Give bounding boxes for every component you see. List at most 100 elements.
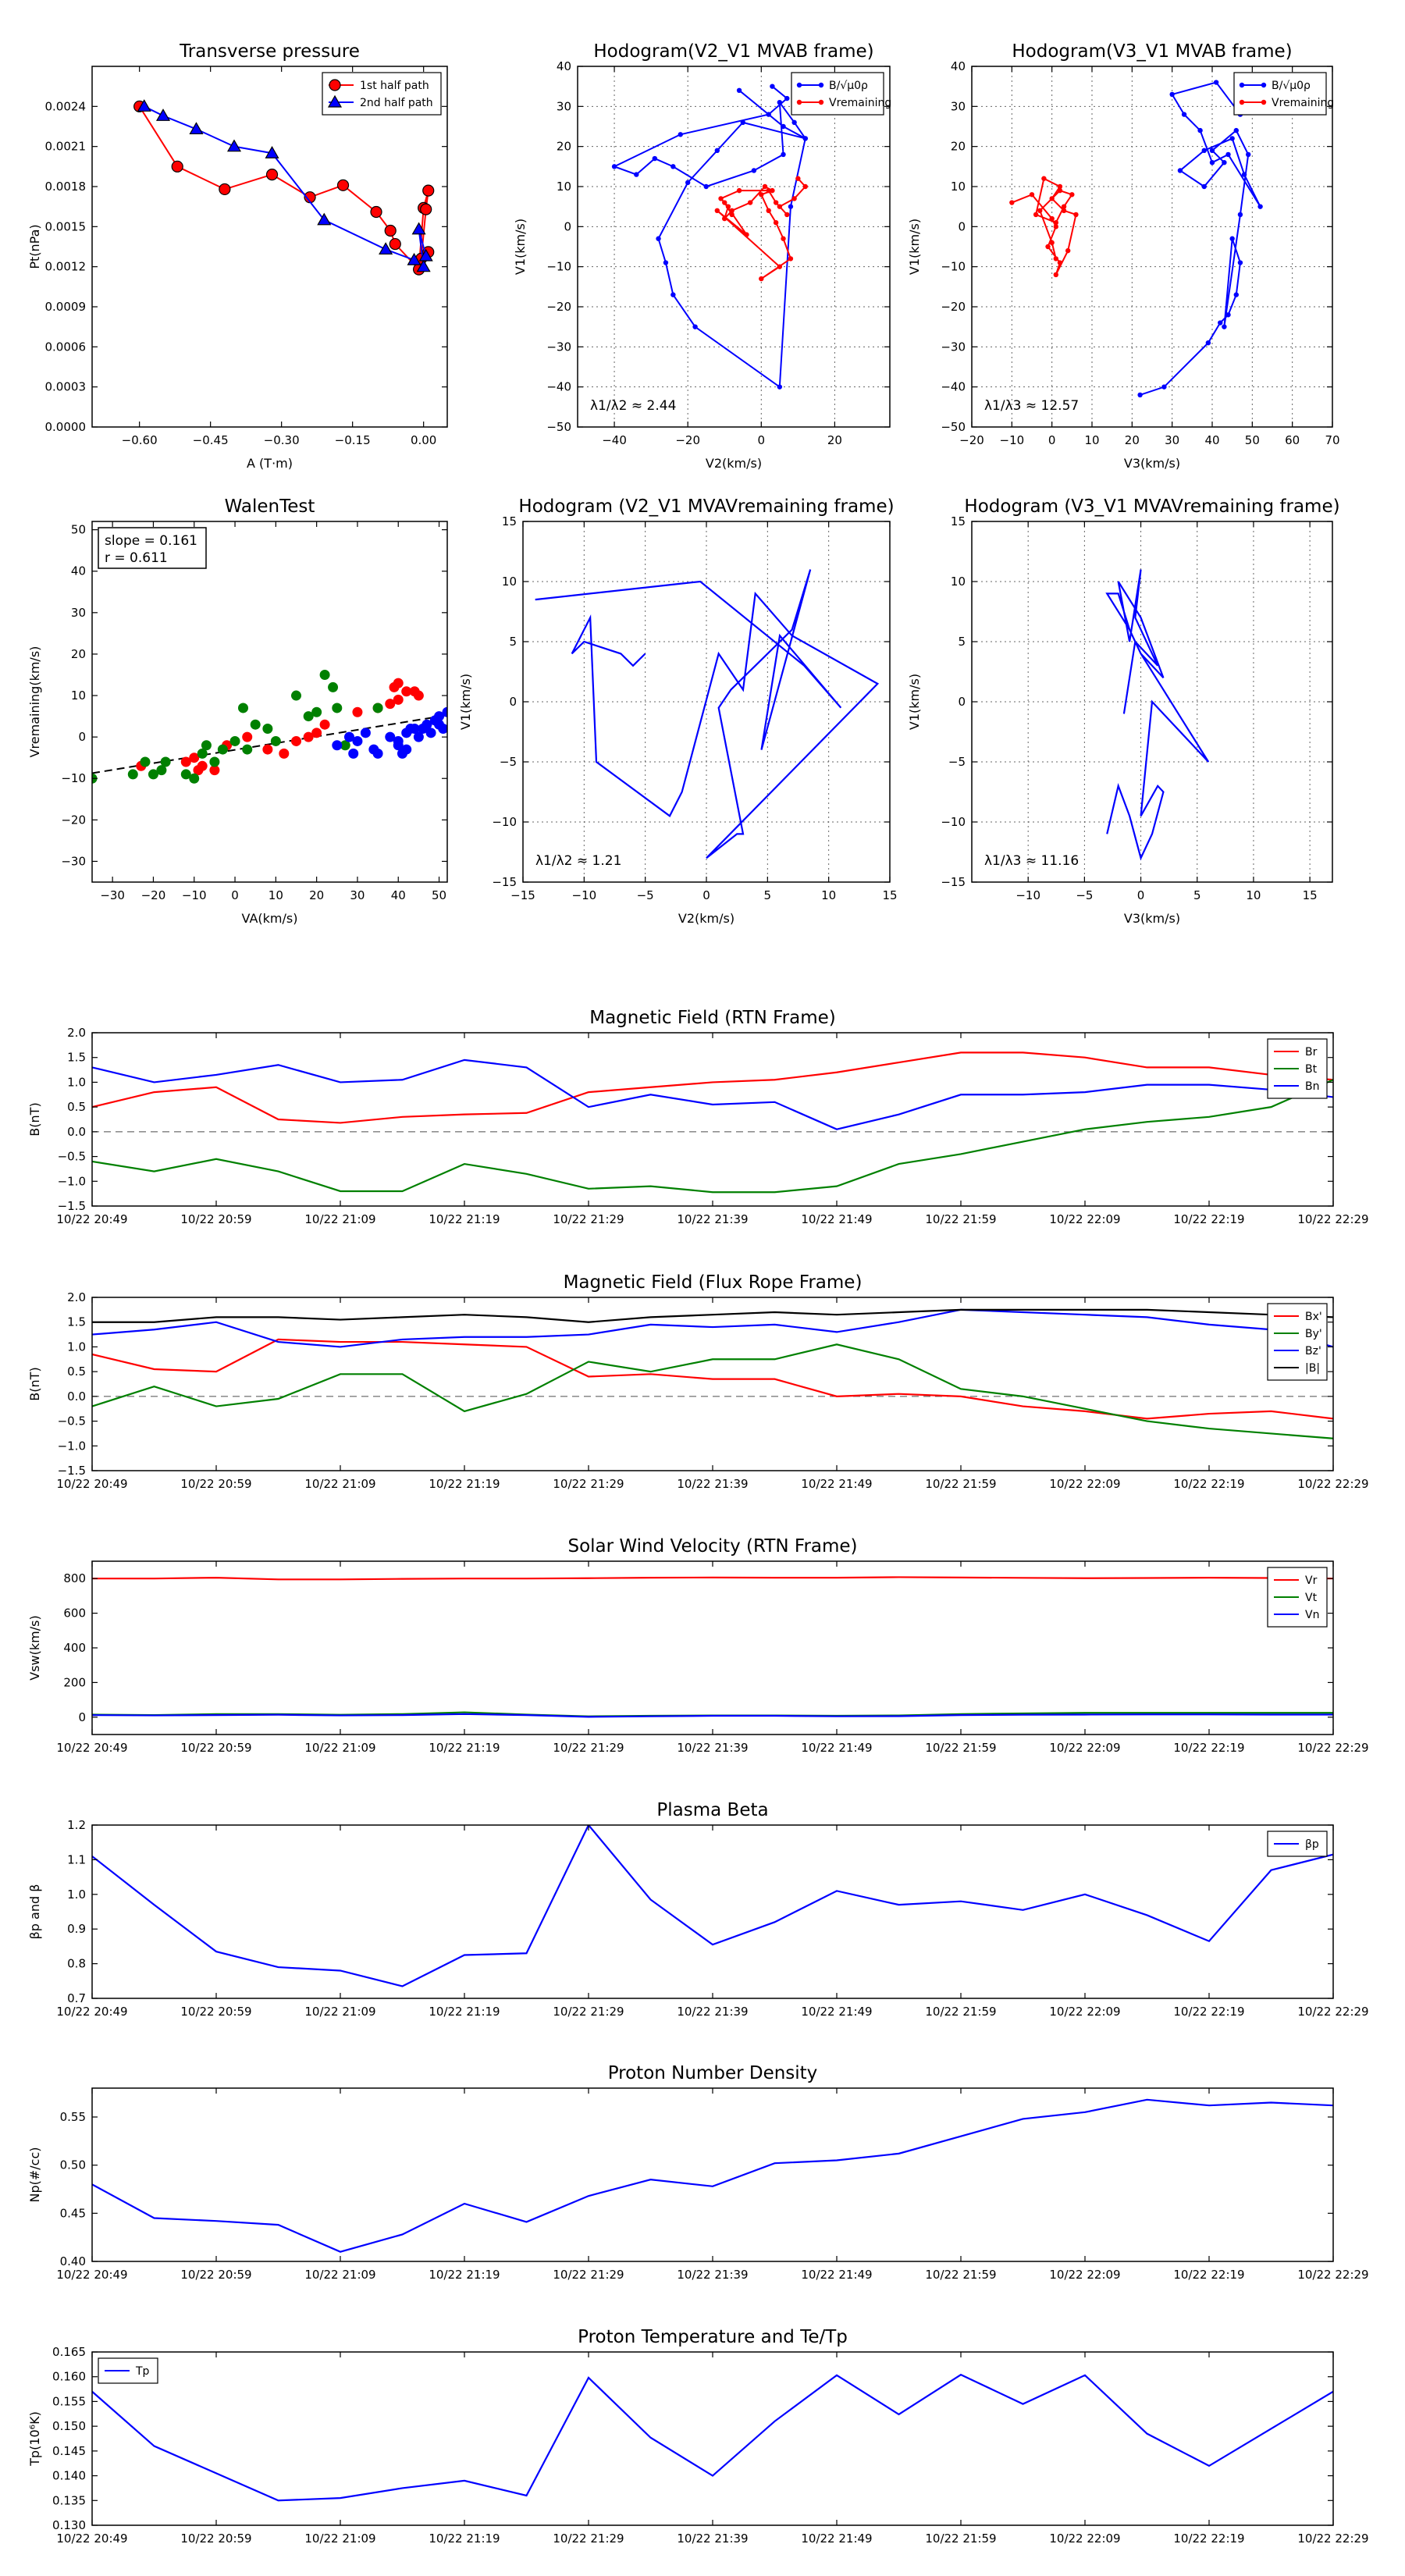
legend: Vr Vt Vn — [1267, 1567, 1328, 1628]
series-b-0--point — [714, 148, 720, 153]
series-vremaining-point — [773, 200, 779, 205]
y-tick-label: 1.5 — [67, 1315, 86, 1329]
series-vremaining-point — [802, 183, 808, 190]
x-tick-label: 0.00 — [411, 433, 436, 447]
y-tick-label: 20 — [71, 647, 86, 661]
y-tick-label: 10 — [71, 688, 86, 703]
x-axis-label: V2(km/s) — [678, 911, 735, 926]
y-tick-label: 10 — [502, 575, 517, 589]
legend-label: By' — [1305, 1328, 1322, 1340]
panel-transverse-pressure: 0.0000 0.0003 0.0006 0.0009 0.0012 0.0015 0.00… — [27, 41, 448, 471]
x-tick-label: 15 — [1303, 888, 1318, 902]
x-tick-label: 10/22 21:59 — [925, 1477, 996, 1491]
series-b-0--point — [1169, 91, 1175, 98]
series-0-line — [535, 569, 880, 859]
plot-area — [92, 1308, 1333, 1439]
x-tick-label: 15 — [882, 888, 897, 902]
x-tick-label: 10/22 20:49 — [56, 2268, 127, 2282]
series-0-point — [393, 694, 404, 705]
y-tick-label: −10 — [941, 260, 966, 274]
ratio-annotation: λ1/λ3 ≈ 12.57 — [984, 398, 1079, 414]
y-tick-label: 20 — [557, 140, 571, 154]
legend-marker — [329, 79, 341, 91]
x-tick-label: 10/22 21:09 — [304, 2005, 375, 2019]
y-tick-label: 1.2 — [67, 1818, 86, 1832]
series-vremaining-point — [1053, 256, 1059, 262]
series-b-0--point — [1233, 292, 1240, 297]
y-tick-label: 0.0000 — [45, 420, 87, 434]
panel-hodogram-v3v1-mvab: −50 −40 −30 −20 −10 0 10 20 30 40 −20 −10 0 10 20 30 40 5… — [907, 41, 1340, 471]
chart-title: Transverse pressure — [179, 41, 360, 62]
x-tick-label: 10/22 21:09 — [304, 2268, 375, 2282]
chart-title: Proton Number Density — [608, 2063, 818, 2083]
x-tick-label: −0.60 — [122, 433, 158, 447]
series-vremaining-point — [1049, 196, 1055, 201]
y-tick-label: −5 — [948, 755, 966, 769]
y-tick-label: 0.5 — [67, 1364, 86, 1379]
series-b-0--point — [777, 384, 783, 390]
x-tick-label: 10 — [269, 888, 283, 902]
series-2nd-half-path-point — [416, 259, 431, 272]
series-vremaining-line — [717, 178, 807, 279]
series-2nd-half-path-point — [137, 99, 151, 112]
plot-area — [133, 99, 435, 276]
series-vremaining-point — [770, 187, 775, 194]
series-b-0--point — [1229, 136, 1235, 141]
series-vremaining-point — [747, 200, 753, 205]
y-tick-label: 600 — [63, 1606, 86, 1621]
x-tick-label: 10/22 21:19 — [429, 1741, 500, 1755]
series-2nd-half-path-point — [411, 222, 426, 235]
x-tick-label: −5 — [1076, 888, 1093, 902]
y-tick-label: 0.155 — [52, 2394, 86, 2408]
series-1-point — [209, 756, 220, 767]
y-axis-label: V1(km/s) — [458, 674, 473, 730]
series-vremaining-point — [736, 187, 742, 194]
y-tick-label: 40 — [951, 59, 966, 73]
series-1-point — [319, 669, 330, 680]
legend-label: Vremaining — [1272, 97, 1334, 109]
chart-title: Magnetic Field (Flux Rope Frame) — [564, 1272, 863, 1293]
y-tick-label: 0.0024 — [45, 99, 87, 113]
legend-label: Bx' — [1305, 1311, 1322, 1323]
series-2-point — [413, 731, 424, 742]
ratio-annotation: λ1/λ2 ≈ 1.21 — [535, 853, 621, 869]
series-tp-line — [92, 2373, 1333, 2502]
series-b-0--point — [770, 84, 775, 89]
series-1-point — [180, 769, 191, 780]
series-1-point — [160, 756, 171, 767]
series-0-point — [262, 744, 273, 755]
stats-box — [98, 527, 207, 569]
x-tick-label: 10/22 20:49 — [56, 2005, 127, 2019]
series-vremaining-point — [1053, 220, 1059, 226]
panel-proton-number-density: 0.40 0.45 0.50 0.55 10/22 20:49 10/22 20:59 10… — [27, 2063, 1369, 2282]
series-1-point — [140, 756, 151, 767]
series-vremaining-point — [773, 220, 779, 226]
series-b-0--point — [1225, 312, 1231, 318]
series-2nd-half-path-point — [379, 242, 393, 255]
series-1-point — [148, 769, 158, 780]
y-tick-label: 0.40 — [60, 2254, 86, 2268]
series-vremaining-point — [1057, 260, 1063, 265]
y-tick-label: 0.0012 — [45, 260, 87, 274]
y-tick-label: 0 — [564, 219, 571, 233]
y-tick-label: 0.0003 — [45, 380, 87, 394]
x-tick-label: 10/22 20:59 — [180, 1212, 251, 1226]
series-b-0--point — [1237, 212, 1243, 218]
series-1st-half-path-point — [420, 203, 432, 215]
y-tick-label: 0.9 — [67, 1922, 86, 1936]
series-vremaining-point — [718, 196, 724, 201]
y-tick-label: −40 — [941, 380, 966, 394]
series-2nd-half-path-point — [317, 212, 332, 226]
series-2nd-half-path-point — [407, 252, 422, 265]
x-tick-label: 10/22 21:19 — [429, 1212, 500, 1226]
series-0-point — [180, 756, 191, 767]
series-vremaining-point — [1061, 208, 1067, 213]
series-vremaining-point — [759, 276, 764, 282]
y-tick-label: 0 — [958, 695, 966, 709]
y-tick-label: −30 — [546, 340, 571, 354]
y-tick-label: 800 — [63, 1571, 86, 1585]
x-tick-label: 10/22 20:49 — [56, 2532, 127, 2546]
series-b-0--point — [1137, 392, 1143, 398]
legend-marker — [796, 99, 802, 105]
